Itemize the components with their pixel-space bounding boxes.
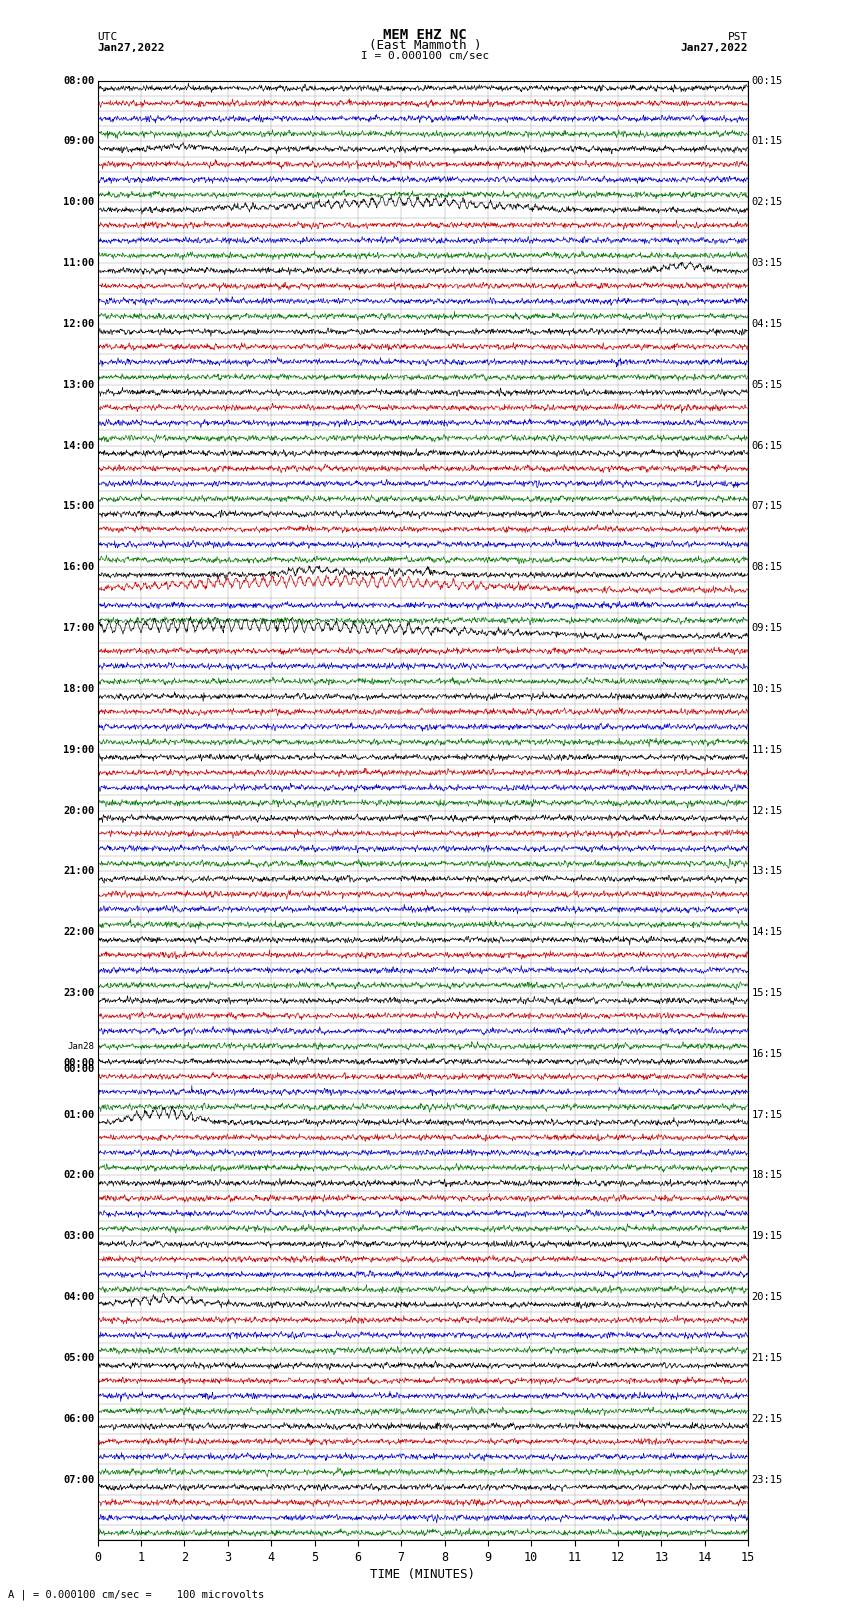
Text: 13:00: 13:00 [63,379,94,390]
Text: A | = 0.000100 cm/sec =    100 microvolts: A | = 0.000100 cm/sec = 100 microvolts [8,1589,264,1600]
Text: 04:00: 04:00 [63,1292,94,1302]
Text: 16:15: 16:15 [751,1048,783,1058]
Text: 22:15: 22:15 [751,1413,783,1424]
Text: 18:15: 18:15 [751,1171,783,1181]
Text: 15:15: 15:15 [751,989,783,998]
Text: 18:00: 18:00 [63,684,94,694]
Text: 01:00: 01:00 [63,1110,94,1119]
Text: Jan27,2022: Jan27,2022 [98,44,165,53]
Text: I = 0.000100 cm/sec: I = 0.000100 cm/sec [361,52,489,61]
Text: 02:00: 02:00 [63,1171,94,1181]
Text: 10:00: 10:00 [63,197,94,208]
Text: MEM EHZ NC: MEM EHZ NC [383,27,467,42]
Text: 21:00: 21:00 [63,866,94,876]
Text: 22:00: 22:00 [63,927,94,937]
Text: UTC: UTC [98,32,118,42]
Text: 09:15: 09:15 [751,623,783,632]
Text: (East Mammoth ): (East Mammoth ) [369,39,481,52]
Text: 06:15: 06:15 [751,440,783,450]
Text: 08:15: 08:15 [751,563,783,573]
Text: 00:15: 00:15 [751,76,783,85]
Text: 05:15: 05:15 [751,379,783,390]
Text: 17:00: 17:00 [63,623,94,632]
Text: 02:15: 02:15 [751,197,783,208]
Text: 07:15: 07:15 [751,502,783,511]
Text: 11:00: 11:00 [63,258,94,268]
Text: 01:15: 01:15 [751,137,783,147]
Text: 08:00: 08:00 [63,76,94,85]
Text: 10:15: 10:15 [751,684,783,694]
Text: 20:15: 20:15 [751,1292,783,1302]
Text: 12:15: 12:15 [751,805,783,816]
X-axis label: TIME (MINUTES): TIME (MINUTES) [371,1568,475,1581]
Text: 12:00: 12:00 [63,319,94,329]
Text: 14:00: 14:00 [63,440,94,450]
Text: Jan27,2022: Jan27,2022 [681,44,748,53]
Text: 15:00: 15:00 [63,502,94,511]
Text: 17:15: 17:15 [751,1110,783,1119]
Text: 07:00: 07:00 [63,1474,94,1484]
Text: 11:15: 11:15 [751,745,783,755]
Text: 04:15: 04:15 [751,319,783,329]
Text: 16:00: 16:00 [63,563,94,573]
Text: 00:00: 00:00 [63,1058,94,1068]
Text: 00:00: 00:00 [63,1065,94,1074]
Text: 06:00: 06:00 [63,1413,94,1424]
Text: 05:00: 05:00 [63,1353,94,1363]
Text: 14:15: 14:15 [751,927,783,937]
Text: 19:15: 19:15 [751,1231,783,1242]
Text: PST: PST [728,32,748,42]
Text: 23:00: 23:00 [63,989,94,998]
Text: Jan28: Jan28 [68,1042,94,1052]
Text: 19:00: 19:00 [63,745,94,755]
Text: 13:15: 13:15 [751,866,783,876]
Text: 09:00: 09:00 [63,137,94,147]
Text: 20:00: 20:00 [63,805,94,816]
Text: 21:15: 21:15 [751,1353,783,1363]
Text: 03:00: 03:00 [63,1231,94,1242]
Text: 23:15: 23:15 [751,1474,783,1484]
Text: 03:15: 03:15 [751,258,783,268]
